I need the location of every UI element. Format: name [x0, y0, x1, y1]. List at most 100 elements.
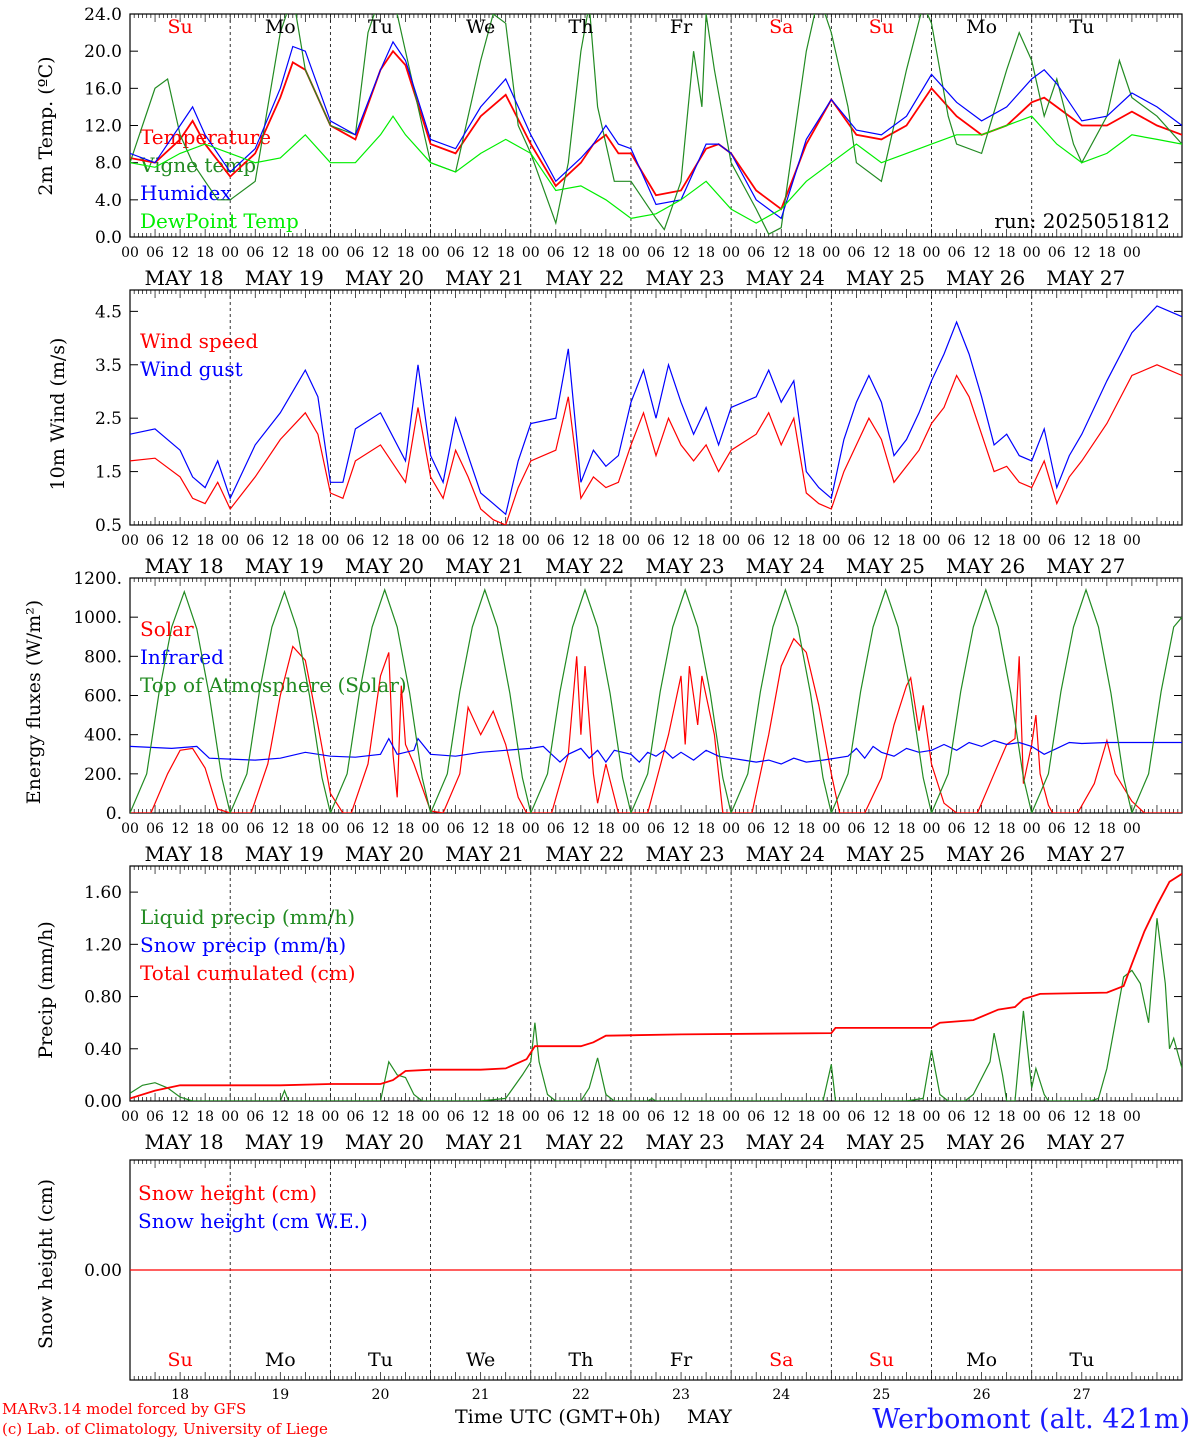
legend-wind-gust: Wind gust [140, 357, 243, 381]
hour-tick-label: 00 [722, 245, 740, 261]
hour-tick-label: 06 [547, 821, 565, 837]
day-name-bottom: We [466, 1349, 495, 1371]
legend-solar: Solar [140, 617, 194, 641]
hour-tick-label: 12 [873, 533, 891, 549]
day-name-bottom: Tu [368, 1349, 393, 1371]
day-number: 22 [572, 1387, 590, 1403]
hour-tick-label: 00 [1123, 245, 1141, 261]
hour-tick-label: 06 [347, 533, 365, 549]
hour-tick-label: 00 [923, 821, 941, 837]
hour-tick-label: 12 [1073, 1109, 1091, 1125]
hour-tick-label: 06 [747, 821, 765, 837]
hour-tick-label: 00 [822, 245, 840, 261]
day-number: 20 [372, 1387, 390, 1403]
series-humidex [130, 40, 1182, 220]
hour-tick-label: 12 [873, 821, 891, 837]
legend-snow-height: Snow height (cm) [138, 1181, 317, 1205]
credits-line2: (c) Lab. of Climatology, University of L… [2, 1420, 328, 1438]
date-label: MAY 22 [545, 266, 624, 290]
date-label: MAY 22 [545, 1130, 624, 1154]
hour-tick-label: 12 [672, 1109, 690, 1125]
date-label: MAY 27 [1046, 266, 1125, 290]
date-label: MAY 23 [645, 266, 724, 290]
hour-tick-label: 18 [797, 1109, 815, 1125]
day-number: 23 [672, 1387, 690, 1403]
hour-tick-label: 12 [572, 821, 590, 837]
y-tick-label: 600. [84, 687, 122, 707]
y-tick-label: 8.0 [95, 154, 122, 174]
temp-legend: Temperature Vigne temp Humidex DewPoint … [139, 125, 1170, 233]
hour-tick-label: 00 [1023, 245, 1041, 261]
hour-tick-label: 12 [372, 245, 390, 261]
hour-tick-label: 00 [1123, 1109, 1141, 1125]
day-name-top: Th [568, 16, 593, 38]
hour-tick-label: 00 [923, 533, 941, 549]
y-tick-label: 0.0 [95, 228, 122, 248]
hour-tick-label: 12 [672, 533, 690, 549]
hour-tick-label: 00 [722, 1109, 740, 1125]
y-tick-label: 4.0 [95, 191, 122, 211]
date-label: MAY 23 [645, 842, 724, 866]
hour-tick-label: 18 [898, 1109, 916, 1125]
y-tick-label: 1200. [73, 569, 122, 589]
hour-tick-label: 00 [622, 1109, 640, 1125]
y-tick-label: 0.40 [84, 1040, 122, 1060]
hour-tick-label: 00 [822, 821, 840, 837]
day-name-bottom: Fr [670, 1349, 693, 1371]
hour-tick-label: 12 [572, 245, 590, 261]
day-name-bottom: Tu [1069, 1349, 1094, 1371]
hour-tick-label: 18 [998, 821, 1016, 837]
hour-tick-label: 12 [772, 245, 790, 261]
hour-tick-label: 06 [146, 1109, 164, 1125]
hour-tick-label: 12 [372, 533, 390, 549]
hour-tick-label: 06 [447, 533, 465, 549]
day-name-bottom: Mo [966, 1349, 997, 1371]
hour-tick-label: 12 [271, 1109, 289, 1125]
hour-tick-label: 00 [622, 245, 640, 261]
hour-tick-label: 00 [121, 821, 139, 837]
hour-tick-label: 06 [347, 821, 365, 837]
date-label: MAY 19 [245, 554, 324, 578]
date-label: MAY 21 [445, 266, 524, 290]
hour-tick-label: 12 [873, 245, 891, 261]
hour-tick-label: 18 [597, 821, 615, 837]
date-label: MAY 26 [946, 1130, 1025, 1154]
day-name-top: Fr [670, 16, 693, 38]
hour-tick-label: 12 [572, 533, 590, 549]
date-label: MAY 24 [746, 554, 825, 578]
series-infrared [130, 737, 1182, 765]
hour-tick-label: 00 [321, 533, 339, 549]
hour-tick-label: 18 [697, 1109, 715, 1125]
date-label: MAY 25 [846, 554, 925, 578]
legend-infrared: Infrared [140, 645, 224, 669]
hour-tick-label: 06 [847, 245, 865, 261]
date-label: MAY 26 [946, 266, 1025, 290]
hour-tick-label: 06 [547, 245, 565, 261]
y-tick-label: 0.00 [84, 1092, 122, 1112]
hour-tick-label: 06 [447, 821, 465, 837]
hour-tick-label: 12 [271, 245, 289, 261]
day-name-top: Tu [1069, 16, 1094, 38]
date-label: MAY 19 [245, 1130, 324, 1154]
hour-tick-label: 18 [797, 821, 815, 837]
y-tick-label: 3.5 [95, 356, 122, 376]
hour-tick-label: 00 [923, 1109, 941, 1125]
hour-tick-label: 18 [1098, 245, 1116, 261]
y-tick-label: 12.0 [84, 117, 122, 137]
legend-toa: Top of Atmosphere (Solar) [140, 673, 407, 697]
day-name-bottom: Su [167, 1349, 192, 1371]
ylabel-snow: Snow height (cm) [35, 1179, 57, 1349]
hour-tick-label: 12 [1073, 245, 1091, 261]
hour-tick-label: 12 [973, 533, 991, 549]
hour-tick-label: 00 [422, 533, 440, 549]
hour-tick-label: 06 [547, 533, 565, 549]
day-name-top: Su [167, 16, 192, 38]
day-name-top: Sa [769, 16, 793, 38]
station-name: Werbomont (alt. 421m) [872, 1404, 1190, 1435]
hour-tick-label: 06 [447, 1109, 465, 1125]
hour-tick-label: 00 [221, 1109, 239, 1125]
hour-tick-label: 00 [221, 533, 239, 549]
hour-tick-label: 00 [121, 533, 139, 549]
hour-tick-label: 06 [146, 533, 164, 549]
series-dewpoint [130, 115, 1182, 224]
